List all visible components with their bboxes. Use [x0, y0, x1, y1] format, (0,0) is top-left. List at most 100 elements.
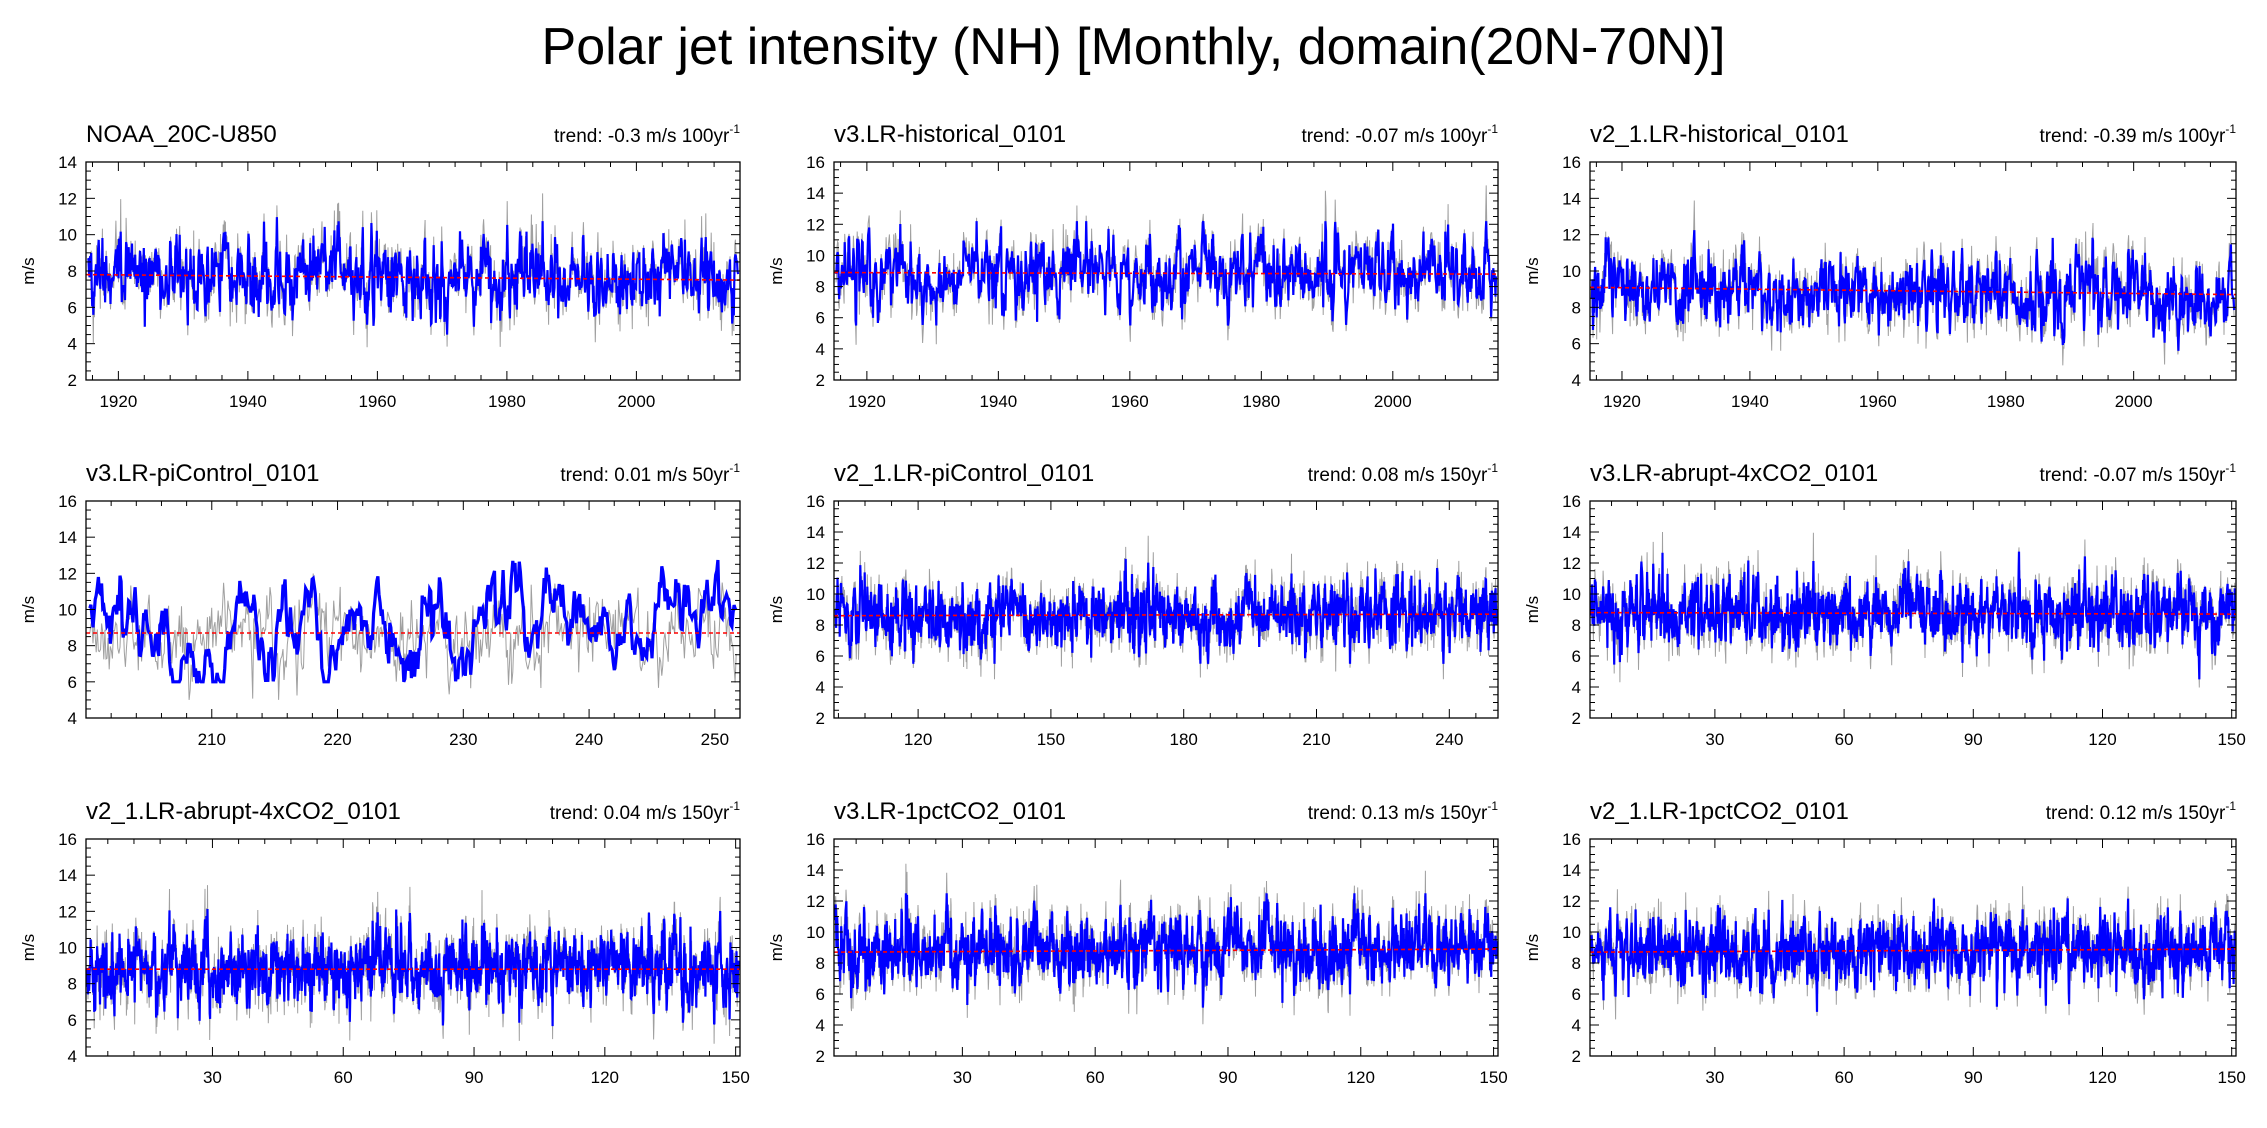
panel-title: v3.LR-piControl_0101	[86, 460, 319, 487]
xtick-label: 150	[1037, 730, 1065, 749]
xtick-label: 1920	[848, 392, 886, 411]
trend-label: trend: 0.12 m/s 150yr-1	[2046, 799, 2237, 824]
ytick-label: 8	[816, 954, 825, 973]
xtick-label: 1960	[358, 392, 396, 411]
ytick-label: 14	[1562, 861, 1581, 880]
ytick-label: 4	[816, 678, 825, 697]
ytick-label: 2	[68, 371, 77, 390]
xtick-label: 60	[1835, 730, 1854, 749]
trend-label: trend: 0.08 m/s 150yr-1	[1308, 461, 1499, 486]
ytick-label: 8	[1572, 616, 1581, 635]
ytick-label: 12	[1562, 226, 1581, 245]
xtick-label: 120	[2088, 730, 2116, 749]
ytick-label: 16	[806, 153, 825, 172]
y-axis-label: m/s	[19, 257, 38, 284]
xtick-label: 90	[1964, 730, 1983, 749]
ytick-label: 12	[806, 215, 825, 234]
ytick-label: 14	[806, 861, 825, 880]
trend-label: trend: 0.04 m/s 150yr-1	[550, 799, 741, 824]
ytick-label: 10	[806, 246, 825, 265]
ytick-label: 14	[58, 528, 77, 547]
ytick-label: 2	[1572, 1047, 1581, 1066]
ytick-label: 6	[1572, 985, 1581, 1004]
xtick-label: 30	[203, 1068, 222, 1087]
ytick-label: 6	[816, 647, 825, 666]
panel-title: v2_1.LR-historical_0101	[1590, 121, 1849, 148]
xtick-label: 30	[1705, 1068, 1724, 1087]
xtick-label: 1980	[488, 392, 526, 411]
y-axis-label: m/s	[1523, 257, 1542, 284]
xtick-label: 2000	[1374, 392, 1412, 411]
panel-7: v2_1.LR-abrupt-4xCO2_0101 trend: 0.04 m/s…	[19, 798, 750, 1087]
y-axis-label: m/s	[767, 257, 786, 284]
ytick-label: 6	[816, 985, 825, 1004]
y-axis-label: m/s	[1523, 934, 1542, 961]
trend-label: trend: -0.39 m/s 100yr-1	[2039, 122, 2236, 147]
ytick-label: 4	[68, 335, 77, 354]
ytick-label: 16	[58, 492, 77, 511]
panel-title: v2_1.LR-1pctCO2_0101	[1590, 798, 1849, 825]
trend-label: trend: -0.3 m/s 100yr-1	[554, 122, 740, 147]
ytick-label: 16	[1562, 492, 1581, 511]
y-axis-label: m/s	[767, 596, 786, 623]
series-smoothed	[834, 893, 1498, 1008]
ytick-label: 2	[816, 1047, 825, 1066]
xtick-label: 90	[1964, 1068, 1983, 1087]
trend-line	[1589, 286, 2237, 296]
ytick-label: 10	[806, 923, 825, 942]
xtick-label: 250	[701, 730, 729, 749]
xtick-label: 120	[591, 1068, 619, 1087]
panel-title: NOAA_20C-U850	[86, 121, 277, 148]
xtick-label: 220	[323, 730, 351, 749]
panel-6: v3.LR-abrupt-4xCO2_0101 trend: -0.07 m/s …	[1523, 460, 2246, 749]
ytick-label: 4	[816, 1016, 825, 1035]
xtick-label: 30	[953, 1068, 972, 1087]
xtick-label: 1980	[1242, 392, 1280, 411]
panel-2: v3.LR-historical_0101 trend: -0.07 m/s 10…	[767, 121, 1499, 411]
trend-line	[833, 948, 1499, 953]
ytick-label: 4	[68, 709, 77, 728]
ytick-label: 14	[1562, 189, 1581, 208]
ytick-label: 12	[806, 892, 825, 911]
ytick-label: 14	[806, 184, 825, 203]
ytick-label: 6	[68, 298, 77, 317]
series-smoothed	[86, 217, 740, 335]
ytick-label: 10	[1562, 923, 1581, 942]
trend-line	[1589, 948, 2237, 953]
plot-frame	[85, 500, 741, 719]
ytick-label: 2	[816, 371, 825, 390]
panel-title: v2_1.LR-abrupt-4xCO2_0101	[86, 798, 401, 825]
xtick-label: 1940	[229, 392, 267, 411]
ytick-label: 12	[58, 189, 77, 208]
ytick-label: 8	[68, 262, 77, 281]
xtick-label: 210	[1302, 730, 1330, 749]
ytick-label: 10	[806, 585, 825, 604]
xtick-label: 230	[449, 730, 477, 749]
xtick-label: 120	[1347, 1068, 1375, 1087]
ytick-label: 10	[1562, 585, 1581, 604]
ytick-label: 8	[1572, 298, 1581, 317]
xtick-label: 1980	[1987, 392, 2025, 411]
trend-label: trend: -0.07 m/s 100yr-1	[1301, 122, 1498, 147]
ytick-label: 10	[58, 939, 77, 958]
ytick-label: 14	[1562, 523, 1581, 542]
xtick-label: 240	[1435, 730, 1463, 749]
ytick-label: 10	[58, 226, 77, 245]
ytick-label: 14	[58, 153, 77, 172]
ytick-label: 6	[1572, 647, 1581, 666]
xtick-label: 120	[904, 730, 932, 749]
ytick-label: 2	[1572, 709, 1581, 728]
panel-title: v2_1.LR-piControl_0101	[834, 460, 1094, 487]
xtick-label: 150	[721, 1068, 749, 1087]
xtick-label: 120	[2088, 1068, 2116, 1087]
xtick-label: 1940	[1731, 392, 1769, 411]
panel-title: v3.LR-abrupt-4xCO2_0101	[1590, 460, 1878, 487]
xtick-label: 1920	[1603, 392, 1641, 411]
panel-8: v3.LR-1pctCO2_0101 trend: 0.13 m/s 150yr-…	[767, 798, 1508, 1087]
ytick-label: 12	[1562, 892, 1581, 911]
xtick-label: 1960	[1111, 392, 1149, 411]
ytick-label: 16	[1562, 153, 1581, 172]
xtick-label: 240	[575, 730, 603, 749]
xtick-label: 90	[465, 1068, 484, 1087]
